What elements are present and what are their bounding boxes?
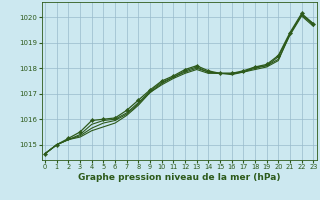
X-axis label: Graphe pression niveau de la mer (hPa): Graphe pression niveau de la mer (hPa): [78, 173, 280, 182]
